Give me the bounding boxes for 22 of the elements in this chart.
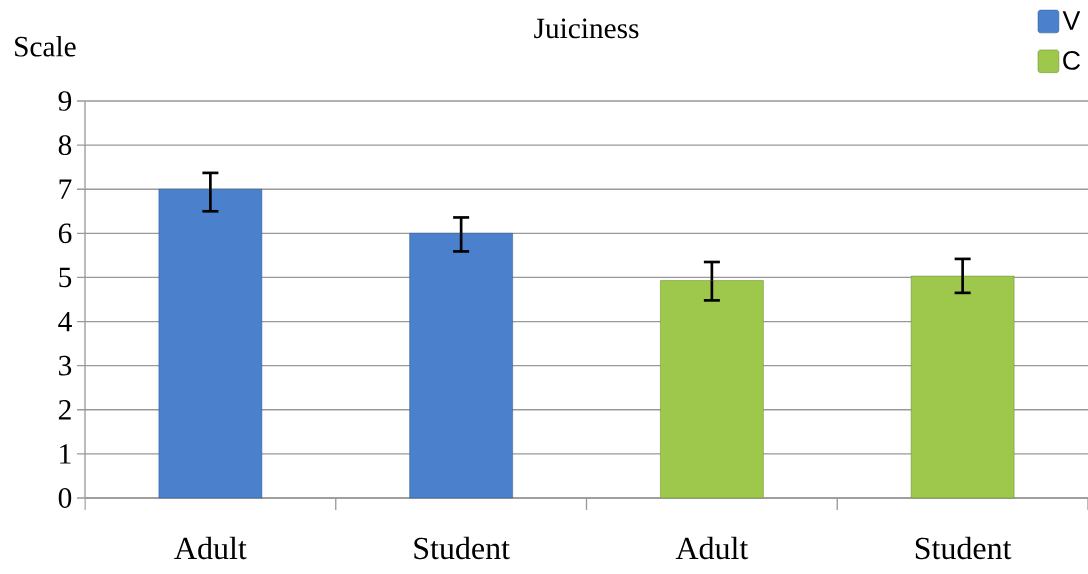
bar (660, 280, 764, 499)
y-tick-label: 1 (60, 444, 71, 464)
y-axis-title: Scale (15, 35, 76, 57)
y-tick-label: 3 (59, 355, 72, 376)
y-tick-label: 2 (58, 400, 71, 420)
x-tick-label: Adult (174, 536, 247, 560)
y-tick-label: 4 (58, 311, 72, 332)
x-tick-label: Adult (675, 536, 749, 560)
y-tick-label: 9 (58, 91, 72, 111)
legend-label: C (1063, 51, 1081, 70)
x-tick-label: Student (414, 536, 510, 560)
legend-label: V (1062, 11, 1081, 30)
bar (409, 233, 513, 499)
bar (158, 188, 263, 499)
y-tick-label: 0 (58, 488, 72, 508)
bar (910, 275, 1015, 499)
y-tick-label: 6 (58, 223, 72, 244)
y-tick-label: 8 (58, 135, 72, 156)
y-tick-label: 5 (59, 267, 72, 288)
y-tick-label: 7 (59, 179, 72, 199)
chart-title: Juiciness (534, 18, 639, 39)
x-tick-label: Student (915, 536, 1012, 560)
